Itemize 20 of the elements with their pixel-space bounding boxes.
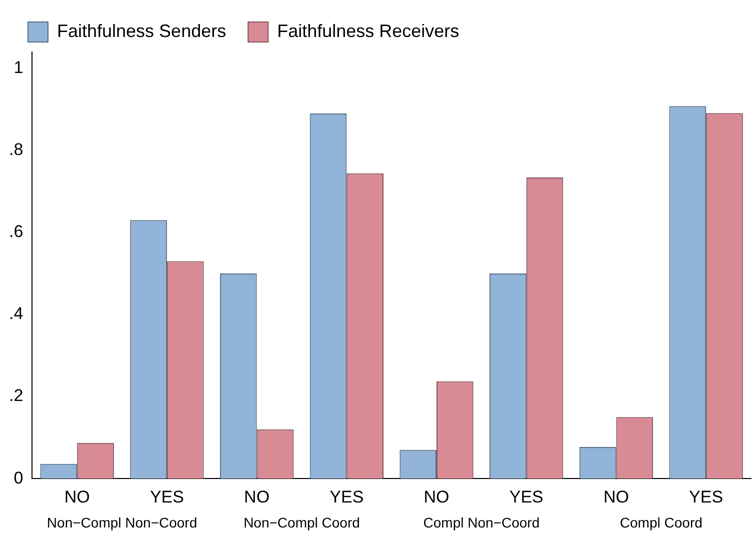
x-tick-label: NO	[603, 487, 629, 506]
x-tick-label: NO	[64, 487, 90, 506]
x-tick-label: YES	[330, 487, 364, 506]
y-tick-label: .2	[8, 386, 24, 406]
x-tick-label: YES	[509, 487, 544, 506]
legend-label: Faithfulness Senders	[57, 20, 226, 41]
y-tick-label: .4	[8, 304, 24, 324]
x-tick-label: NO	[424, 487, 450, 506]
legend-label: Faithfulness Receivers	[277, 20, 460, 41]
text: Non−Compl Non−Coord	[46, 514, 198, 530]
x-tick-label: YES	[150, 487, 184, 506]
y-tick-label: 0	[14, 468, 24, 488]
text: Compl Coord	[620, 514, 702, 530]
x-tick-label: NO	[244, 487, 270, 506]
y-tick-label: 1	[14, 58, 24, 78]
y-tick-label: .8	[8, 140, 24, 160]
text: Non−Compl Coord	[244, 514, 360, 530]
text: Compl Non−Coord	[423, 514, 540, 530]
y-tick-label: .6	[8, 222, 24, 242]
x-tick-label: YES	[689, 487, 724, 506]
